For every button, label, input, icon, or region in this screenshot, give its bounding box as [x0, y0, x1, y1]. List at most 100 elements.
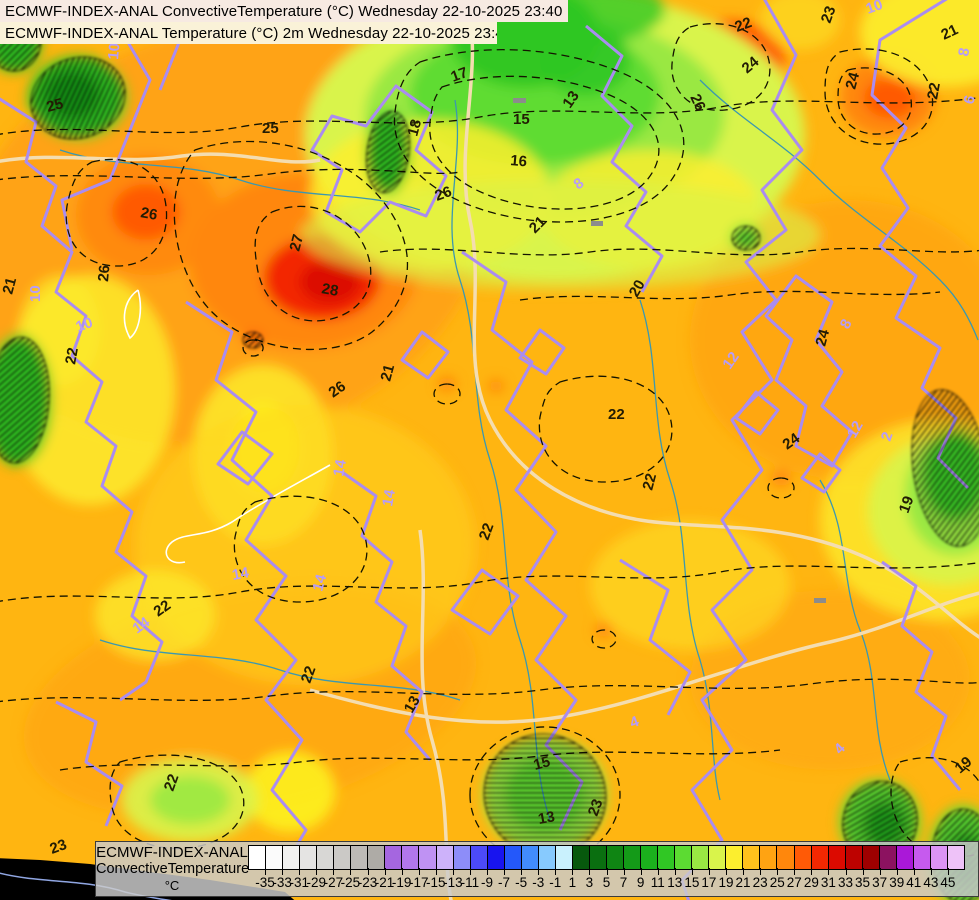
colorbar-cell [418, 846, 436, 869]
contour-label-convective: 22 [161, 772, 183, 793]
colorbar-cell [827, 846, 845, 869]
colorbar-tick [777, 868, 779, 875]
colorbar-tick-label: 39 [889, 875, 905, 890]
contour-label-convective: 19 [896, 494, 918, 515]
contour-label-t2m: 10 [105, 42, 123, 60]
contour-label-convective: 13 [559, 88, 582, 111]
colorbar-tick [487, 868, 488, 875]
colorbar-cell [776, 846, 794, 869]
convective-contour-lines [0, 23, 979, 864]
colorbar-cell [946, 846, 964, 869]
contour-label-convective: 21 [939, 21, 961, 43]
colorbar-tick-label: 15 [684, 875, 700, 890]
colorbar-cell [759, 846, 777, 869]
colorbar-cell [674, 846, 692, 869]
colorbar-tick [469, 868, 471, 875]
contour-label-convective: 22 [62, 346, 82, 365]
contour-label-convective: 17 [449, 64, 470, 86]
contour-label-convective: 26 [686, 92, 708, 114]
colorbar-tick [589, 868, 591, 875]
contour-label-convective: 23 [585, 797, 607, 818]
contour-label-convective: 18 [404, 118, 425, 139]
colorbar-tick [760, 868, 762, 875]
contour-label-t2m: 12 [844, 418, 867, 441]
colorbar-cell [742, 846, 760, 869]
colorbar-tick [435, 868, 437, 875]
colorbar-tick-label: -35 [255, 875, 275, 890]
colorbar-tick [572, 868, 574, 875]
colorbar-tick [657, 868, 659, 875]
colorbar-tick [401, 868, 403, 875]
colorbar-tick [521, 868, 523, 875]
colorbar-tick-label: -27 [323, 875, 344, 890]
colorbar-tick-label: -1 [549, 875, 562, 890]
colorbar-cell [452, 846, 470, 869]
colorbar-tick-label: -9 [480, 875, 494, 890]
colorbar-tick-label: -7 [498, 875, 511, 890]
colorbar-tick [708, 868, 710, 875]
contour-label-convective: 15 [513, 111, 530, 128]
colorbar-tick-label: -11 [460, 875, 480, 890]
colorbar-cell [588, 846, 606, 869]
colorbar-tick-label: -23 [357, 875, 378, 890]
colorbar-tick-label: 43 [923, 875, 939, 890]
contour-label-convective: 24 [812, 327, 833, 348]
colorbar-cell [895, 846, 913, 869]
colorbar-tick [538, 868, 540, 875]
contour-label-convective: 22 [608, 406, 625, 423]
contour-label-convective: 22 [639, 472, 660, 493]
colorbar-tick-label: -3 [532, 875, 545, 890]
contour-label-convective: 25 [262, 120, 279, 137]
colorbar [248, 845, 965, 870]
colorbar-tick [623, 868, 625, 875]
colorbar-tick [794, 868, 796, 875]
contour-label-t2m: 12 [719, 349, 742, 372]
colorbar-tickmarks [248, 868, 965, 876]
contour-label-convective: 27 [286, 233, 307, 254]
colorbar-tick [299, 868, 301, 875]
legend-text-block: ECMWF-INDEX-ANAL ConvectiveTemperature °… [96, 844, 249, 894]
legend-unit: °C [164, 878, 180, 893]
contour-label-t2m: 10 [74, 314, 95, 336]
legend: ECMWF-INDEX-ANAL ConvectiveTemperature °… [95, 841, 979, 897]
contour-label-convective: 26 [326, 378, 349, 401]
white-outline-lines [123, 289, 331, 564]
colorbar-cell [861, 846, 879, 869]
colorbar-tick-label: 17 [701, 875, 717, 890]
colorbar-cell [265, 846, 283, 869]
legend-model-name: ECMWF-INDEX-ANAL [96, 844, 248, 861]
contour-label-t2m: 8 [955, 47, 973, 58]
colorbar-cell [469, 846, 487, 869]
colorbar-tick [282, 868, 284, 875]
colorbar-tick-label: 1 [568, 875, 577, 890]
colorbar-tick-label: 25 [769, 875, 785, 890]
colorbar-cell [810, 846, 828, 869]
contour-label-convective: 16 [510, 152, 528, 170]
contour-label-convective: 26 [433, 183, 454, 205]
colorbar-tick-label: -19 [391, 875, 412, 890]
colorbar-tick [828, 868, 830, 875]
colorbar-cell [299, 846, 317, 869]
colorbar-cell [401, 846, 419, 869]
colorbar-tick [333, 868, 335, 875]
colorbar-tick-label: 23 [752, 875, 768, 890]
colorbar-cell [878, 846, 896, 869]
colorbar-cell [725, 846, 743, 869]
colorbar-tick-label: 9 [636, 875, 645, 890]
colorbar-tick-label: 45 [940, 875, 956, 890]
colorbar-tick-label: -5 [515, 875, 528, 890]
colorbar-tick-label: 27 [786, 875, 802, 890]
colorbar-cell [640, 846, 658, 869]
colorbar-tick-label: 5 [602, 875, 611, 890]
colorbar-tick [947, 868, 949, 875]
contour-label-convective: 23 [48, 836, 69, 858]
title-bar-2m-temperature: ECMWF-INDEX-ANAL Temperature (°C) 2m Wed… [0, 22, 497, 44]
colorbar-tick [606, 868, 608, 875]
contour-label-t2m: 14 [379, 488, 399, 508]
colorbar-tick [674, 868, 676, 875]
colorbar-tick [930, 868, 932, 875]
colorbar-tick-label: 13 [667, 875, 683, 890]
contour-label-convective: 26 [95, 264, 113, 282]
colorbar-cell [929, 846, 947, 869]
